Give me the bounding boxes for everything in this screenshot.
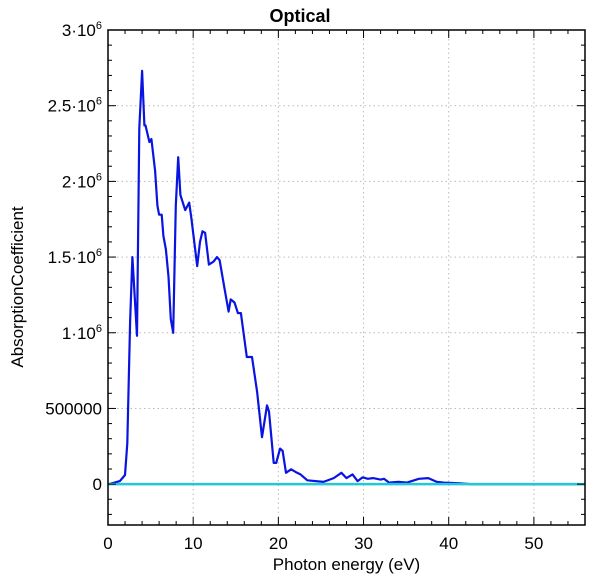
x-tick-label: 20 <box>269 534 288 553</box>
x-tick-label: 10 <box>184 534 203 553</box>
y-tick-label: 0 <box>93 475 102 494</box>
x-tick-label: 0 <box>103 534 112 553</box>
y-axis-label: AbsorptionCoefficient <box>8 206 27 368</box>
y-tick-label: 500000 <box>45 399 102 418</box>
y-tick-label: 1.5·106 <box>48 247 102 267</box>
y-tick-label: 1·106 <box>62 323 102 343</box>
x-tick-label: 50 <box>524 534 543 553</box>
plot-frame <box>107 29 586 526</box>
y-tick-label: 3·106 <box>62 20 102 40</box>
x-axis-label: Photon energy (eV) <box>272 555 421 574</box>
y-tick-label: 2·106 <box>62 171 102 191</box>
x-tick-label: 30 <box>354 534 373 553</box>
y-tick-label: 2.5·106 <box>48 96 102 116</box>
x-tick-label: 40 <box>439 534 458 553</box>
series-line-0 <box>109 69 585 486</box>
chart-title: Optical <box>269 6 331 26</box>
